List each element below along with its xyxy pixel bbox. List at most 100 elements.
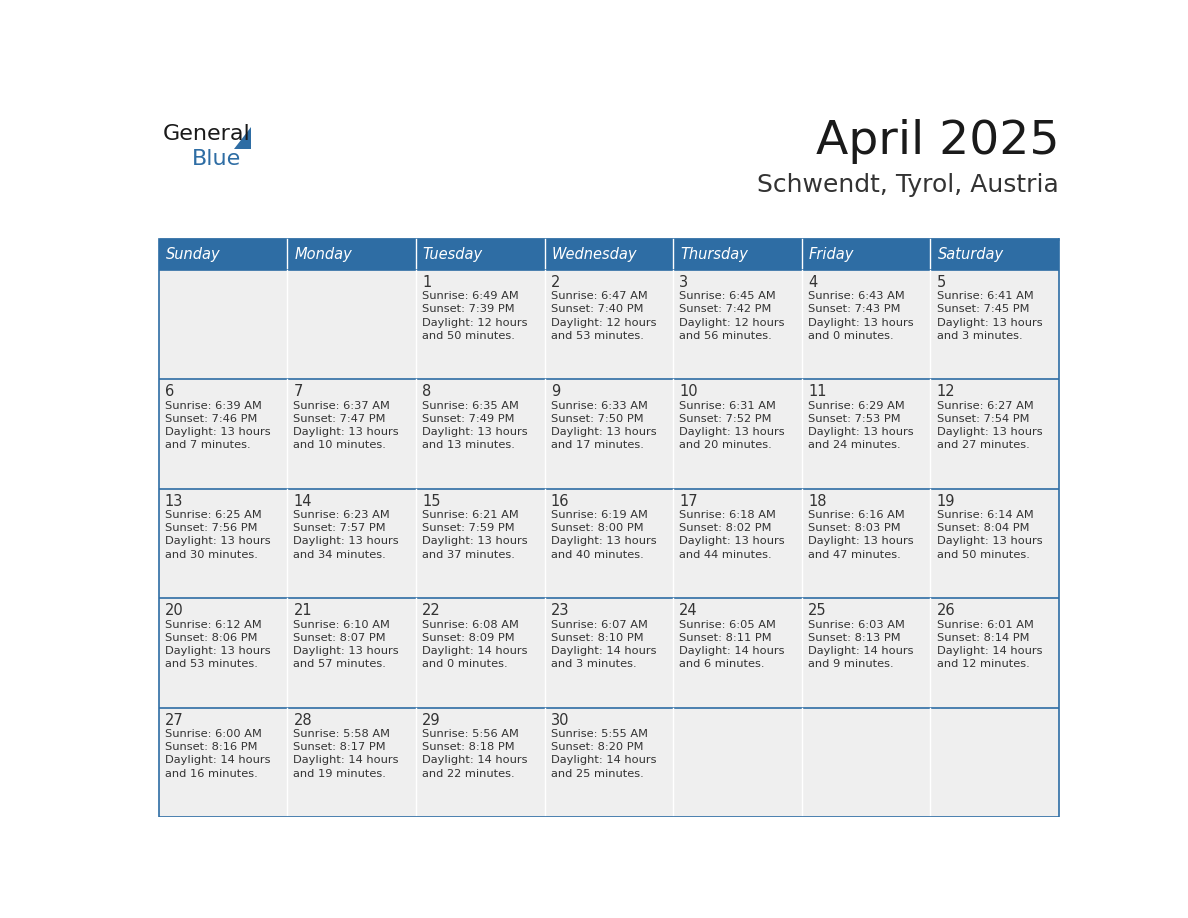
Text: Sunrise: 6:37 AM
Sunset: 7:47 PM
Daylight: 13 hours
and 10 minutes.: Sunrise: 6:37 AM Sunset: 7:47 PM Dayligh… — [293, 400, 399, 450]
Bar — [674, 708, 802, 817]
Bar — [930, 598, 1060, 708]
Text: Sunrise: 6:00 AM
Sunset: 8:16 PM
Daylight: 14 hours
and 16 minutes.: Sunrise: 6:00 AM Sunset: 8:16 PM Dayligh… — [165, 729, 271, 778]
Text: 17: 17 — [680, 494, 699, 509]
Text: Schwendt, Tyrol, Austria: Schwendt, Tyrol, Austria — [758, 174, 1060, 197]
Text: 16: 16 — [551, 494, 569, 509]
Text: Wednesday: Wednesday — [551, 247, 637, 262]
Text: 23: 23 — [551, 603, 569, 619]
Text: Sunrise: 6:10 AM
Sunset: 8:07 PM
Daylight: 13 hours
and 57 minutes.: Sunrise: 6:10 AM Sunset: 8:07 PM Dayligh… — [293, 620, 399, 669]
Bar — [674, 270, 802, 379]
Text: 12: 12 — [936, 385, 955, 399]
Bar — [287, 270, 416, 379]
Bar — [802, 488, 930, 598]
Text: Sunrise: 6:05 AM
Sunset: 8:11 PM
Daylight: 14 hours
and 6 minutes.: Sunrise: 6:05 AM Sunset: 8:11 PM Dayligh… — [680, 620, 785, 669]
Bar — [544, 488, 674, 598]
Text: 1: 1 — [422, 274, 431, 290]
Text: 28: 28 — [293, 713, 312, 728]
Bar — [287, 379, 416, 488]
Bar — [674, 598, 802, 708]
Bar — [930, 488, 1060, 598]
Text: 5: 5 — [936, 274, 946, 290]
Text: Sunrise: 6:03 AM
Sunset: 8:13 PM
Daylight: 14 hours
and 9 minutes.: Sunrise: 6:03 AM Sunset: 8:13 PM Dayligh… — [808, 620, 914, 669]
Bar — [674, 488, 802, 598]
Text: 2: 2 — [551, 274, 560, 290]
Text: 24: 24 — [680, 603, 699, 619]
Bar — [158, 488, 287, 598]
Text: Sunrise: 6:45 AM
Sunset: 7:42 PM
Daylight: 12 hours
and 56 minutes.: Sunrise: 6:45 AM Sunset: 7:42 PM Dayligh… — [680, 291, 785, 341]
Text: 25: 25 — [808, 603, 827, 619]
Bar — [802, 270, 930, 379]
Bar — [930, 708, 1060, 817]
Text: Sunrise: 5:58 AM
Sunset: 8:17 PM
Daylight: 14 hours
and 19 minutes.: Sunrise: 5:58 AM Sunset: 8:17 PM Dayligh… — [293, 729, 399, 778]
Bar — [287, 488, 416, 598]
Text: 30: 30 — [551, 713, 569, 728]
Bar — [802, 598, 930, 708]
Text: 4: 4 — [808, 274, 817, 290]
Text: Tuesday: Tuesday — [423, 247, 484, 262]
Text: 21: 21 — [293, 603, 312, 619]
Text: 10: 10 — [680, 385, 699, 399]
Text: Sunrise: 6:31 AM
Sunset: 7:52 PM
Daylight: 13 hours
and 20 minutes.: Sunrise: 6:31 AM Sunset: 7:52 PM Dayligh… — [680, 400, 785, 450]
Text: Sunrise: 6:19 AM
Sunset: 8:00 PM
Daylight: 13 hours
and 40 minutes.: Sunrise: 6:19 AM Sunset: 8:00 PM Dayligh… — [551, 510, 656, 560]
Text: 26: 26 — [936, 603, 955, 619]
Bar — [544, 598, 674, 708]
Bar — [287, 239, 416, 270]
Text: Sunrise: 6:12 AM
Sunset: 8:06 PM
Daylight: 13 hours
and 53 minutes.: Sunrise: 6:12 AM Sunset: 8:06 PM Dayligh… — [165, 620, 271, 669]
Text: 15: 15 — [422, 494, 441, 509]
Text: Friday: Friday — [809, 247, 854, 262]
Text: Sunrise: 6:08 AM
Sunset: 8:09 PM
Daylight: 14 hours
and 0 minutes.: Sunrise: 6:08 AM Sunset: 8:09 PM Dayligh… — [422, 620, 527, 669]
Bar — [416, 270, 544, 379]
Text: Sunrise: 6:18 AM
Sunset: 8:02 PM
Daylight: 13 hours
and 44 minutes.: Sunrise: 6:18 AM Sunset: 8:02 PM Dayligh… — [680, 510, 785, 560]
Text: 11: 11 — [808, 385, 827, 399]
Bar — [930, 270, 1060, 379]
Text: Sunrise: 5:55 AM
Sunset: 8:20 PM
Daylight: 14 hours
and 25 minutes.: Sunrise: 5:55 AM Sunset: 8:20 PM Dayligh… — [551, 729, 656, 778]
Bar — [544, 379, 674, 488]
Text: Sunrise: 6:33 AM
Sunset: 7:50 PM
Daylight: 13 hours
and 17 minutes.: Sunrise: 6:33 AM Sunset: 7:50 PM Dayligh… — [551, 400, 656, 450]
Text: 9: 9 — [551, 385, 560, 399]
Bar — [158, 598, 287, 708]
Bar — [416, 598, 544, 708]
Bar — [416, 708, 544, 817]
Text: 3: 3 — [680, 274, 689, 290]
Text: Blue: Blue — [192, 150, 241, 170]
Bar — [287, 598, 416, 708]
Text: Sunrise: 6:21 AM
Sunset: 7:59 PM
Daylight: 13 hours
and 37 minutes.: Sunrise: 6:21 AM Sunset: 7:59 PM Dayligh… — [422, 510, 527, 560]
Bar — [544, 239, 674, 270]
Text: 27: 27 — [165, 713, 183, 728]
Text: Sunrise: 6:43 AM
Sunset: 7:43 PM
Daylight: 13 hours
and 0 minutes.: Sunrise: 6:43 AM Sunset: 7:43 PM Dayligh… — [808, 291, 914, 341]
Text: Sunrise: 6:49 AM
Sunset: 7:39 PM
Daylight: 12 hours
and 50 minutes.: Sunrise: 6:49 AM Sunset: 7:39 PM Dayligh… — [422, 291, 527, 341]
Bar — [544, 708, 674, 817]
Text: Sunrise: 6:14 AM
Sunset: 8:04 PM
Daylight: 13 hours
and 50 minutes.: Sunrise: 6:14 AM Sunset: 8:04 PM Dayligh… — [936, 510, 1042, 560]
Text: Saturday: Saturday — [937, 247, 1004, 262]
Bar — [416, 488, 544, 598]
Text: April 2025: April 2025 — [816, 119, 1060, 164]
Text: Sunrise: 6:07 AM
Sunset: 8:10 PM
Daylight: 14 hours
and 3 minutes.: Sunrise: 6:07 AM Sunset: 8:10 PM Dayligh… — [551, 620, 656, 669]
Text: Monday: Monday — [295, 247, 352, 262]
Text: Sunrise: 6:41 AM
Sunset: 7:45 PM
Daylight: 13 hours
and 3 minutes.: Sunrise: 6:41 AM Sunset: 7:45 PM Dayligh… — [936, 291, 1042, 341]
Text: 7: 7 — [293, 385, 303, 399]
Text: Sunrise: 6:01 AM
Sunset: 8:14 PM
Daylight: 14 hours
and 12 minutes.: Sunrise: 6:01 AM Sunset: 8:14 PM Dayligh… — [936, 620, 1042, 669]
Text: 6: 6 — [165, 385, 173, 399]
Text: Thursday: Thursday — [681, 247, 748, 262]
Text: Sunrise: 6:39 AM
Sunset: 7:46 PM
Daylight: 13 hours
and 7 minutes.: Sunrise: 6:39 AM Sunset: 7:46 PM Dayligh… — [165, 400, 271, 450]
Bar — [930, 379, 1060, 488]
Bar — [287, 708, 416, 817]
Polygon shape — [234, 127, 251, 149]
Bar — [802, 379, 930, 488]
Bar — [158, 239, 287, 270]
Bar — [158, 270, 287, 379]
Text: Sunrise: 6:29 AM
Sunset: 7:53 PM
Daylight: 13 hours
and 24 minutes.: Sunrise: 6:29 AM Sunset: 7:53 PM Dayligh… — [808, 400, 914, 450]
Text: 14: 14 — [293, 494, 312, 509]
Bar — [930, 239, 1060, 270]
Text: Sunrise: 6:23 AM
Sunset: 7:57 PM
Daylight: 13 hours
and 34 minutes.: Sunrise: 6:23 AM Sunset: 7:57 PM Dayligh… — [293, 510, 399, 560]
Text: 18: 18 — [808, 494, 827, 509]
Text: 13: 13 — [165, 494, 183, 509]
Bar — [416, 379, 544, 488]
Text: Sunrise: 6:47 AM
Sunset: 7:40 PM
Daylight: 12 hours
and 53 minutes.: Sunrise: 6:47 AM Sunset: 7:40 PM Dayligh… — [551, 291, 656, 341]
Bar — [158, 379, 287, 488]
Bar — [674, 379, 802, 488]
Text: 29: 29 — [422, 713, 441, 728]
Text: 22: 22 — [422, 603, 441, 619]
Bar — [158, 708, 287, 817]
Bar — [802, 708, 930, 817]
